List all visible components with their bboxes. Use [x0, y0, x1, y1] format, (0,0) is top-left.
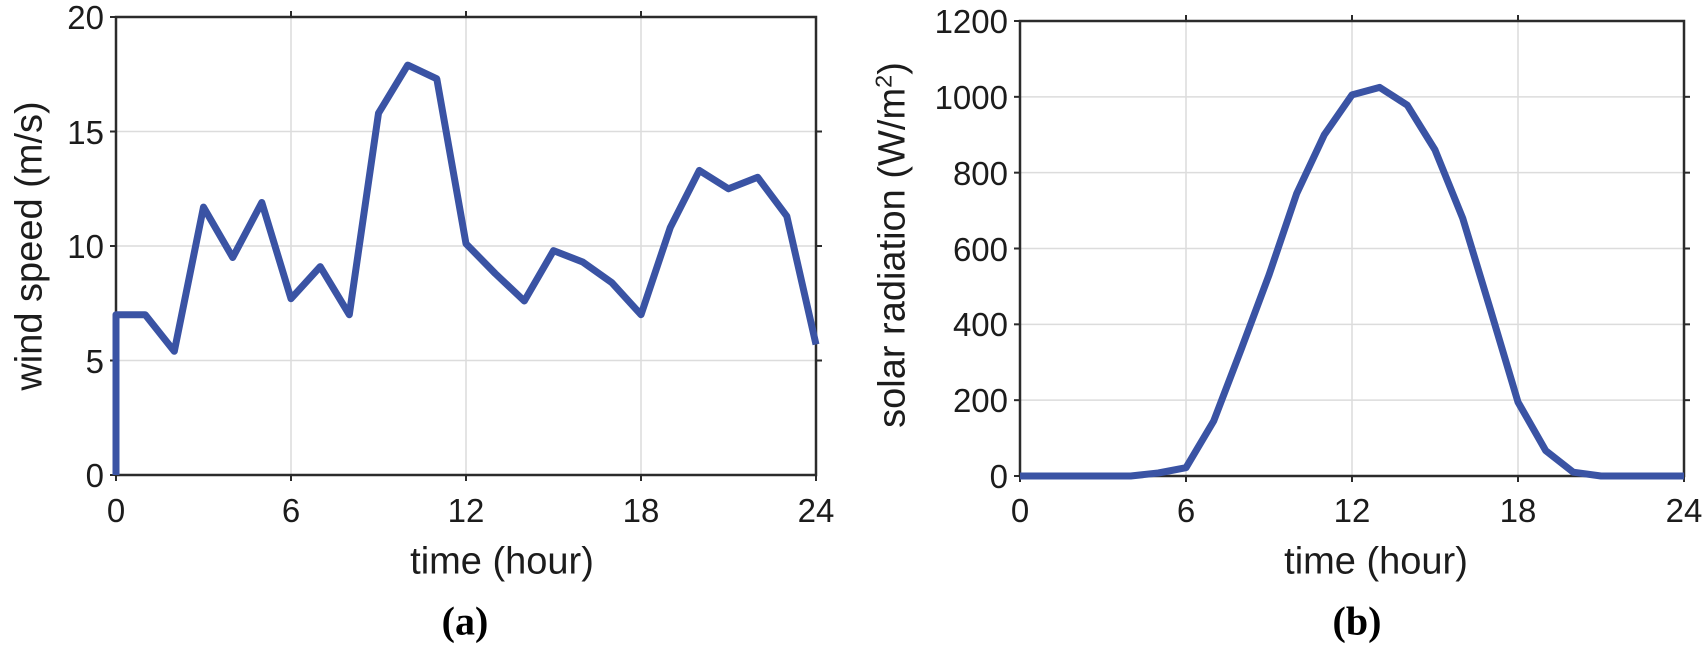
x-tick-label: 18	[622, 492, 660, 529]
chart-wind-speed	[110, 11, 822, 481]
y-tick-label: 200	[952, 382, 1008, 420]
y-axis-label-superscript: 2	[870, 74, 897, 88]
y-axis-label-wind-speed: wind speed (m/s)	[9, 101, 52, 390]
x-tick-label: 24	[1665, 492, 1703, 529]
x-axis-label-chart-a: time (hour)	[410, 540, 594, 583]
panel-caption-a: (a)	[441, 598, 489, 644]
y-tick-label: 15	[67, 113, 104, 151]
panel-caption-b: (b)	[1332, 598, 1382, 644]
y-tick-label: 800	[952, 154, 1008, 192]
x-tick-label: 6	[1176, 492, 1196, 529]
solar-radiation-line	[1020, 83, 1684, 480]
y-tick-label: 5	[85, 342, 104, 380]
x-tick-label: 24	[797, 492, 835, 529]
y-tick-label: 600	[952, 230, 1008, 268]
y-tick-label: 0	[989, 458, 1008, 495]
y-axis-label-text-end: )	[871, 62, 914, 75]
y-tick-label: 20	[67, 0, 104, 36]
wind-speed-line	[112, 61, 820, 475]
y-axis-label-text: wind speed (m/s)	[8, 101, 51, 391]
chart-solar-radiation	[1014, 15, 1690, 482]
y-tick-label: 400	[952, 306, 1008, 344]
y-tick-label: 1000	[934, 78, 1008, 116]
x-tick-label: 18	[1499, 492, 1537, 529]
x-tick-label: 12	[1333, 492, 1371, 529]
y-tick-label: 10	[67, 228, 104, 265]
y-axis-label-text: solar radiation (W/m	[871, 87, 914, 428]
y-axis-label-solar-radiation: solar radiation (W/m2)	[870, 62, 915, 428]
x-tick-label: 6	[281, 492, 301, 529]
y-tick-label: 0	[85, 457, 104, 494]
x-axis-label-chart-b: time (hour)	[1284, 540, 1468, 583]
y-tick-label: 1200	[934, 3, 1008, 40]
x-tick-label: 12	[447, 492, 485, 529]
axes-box	[114, 15, 818, 477]
axes-box	[1018, 19, 1686, 478]
x-tick-label: 0	[1010, 492, 1030, 529]
x-tick-label: 0	[106, 492, 126, 529]
